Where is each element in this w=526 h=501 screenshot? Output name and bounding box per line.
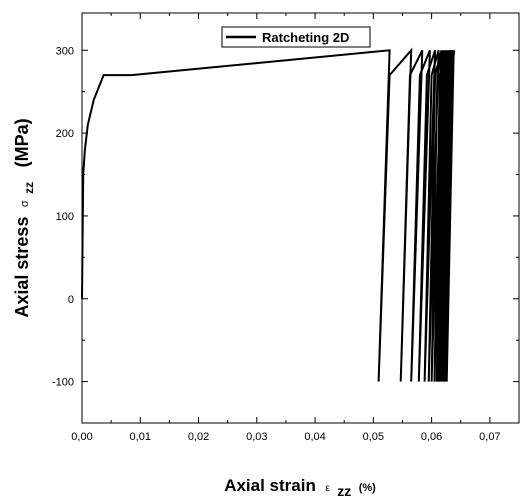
- y-tick-label: 200: [56, 128, 74, 140]
- x-axis-unit: (%): [359, 482, 376, 494]
- x-axis-title-main: Axial strain: [224, 476, 316, 495]
- x-axis-symbol: ε: [325, 483, 330, 494]
- x-ticks: 0,00 0,01 0,02 0,03 0,04 0,05 0,06 0,07: [71, 13, 501, 443]
- y-axis-unit: (MPa): [12, 118, 32, 167]
- x-tick-label: 0,07: [479, 431, 500, 443]
- x-tick-label: 0,02: [188, 431, 209, 443]
- x-tick-label: 0,03: [246, 431, 267, 443]
- series-layer: [81, 47, 456, 382]
- x-tick-label: 0,04: [304, 431, 325, 443]
- x-tick-label: 0,00: [71, 431, 92, 443]
- x-axis-title: Axial strain ε zz (%): [224, 476, 376, 500]
- x-tick-label: 0,01: [130, 431, 151, 443]
- y-tick-label: 100: [56, 211, 74, 223]
- x-tick-label: 0,06: [421, 431, 442, 443]
- y-axis-symbol: σ: [19, 200, 31, 207]
- x-axis-subscript: zz: [337, 483, 351, 499]
- x-tick-label: 0,05: [363, 431, 384, 443]
- y-axis-title: Axial stress σ zz (MPa): [12, 118, 37, 317]
- y-ticks: -100 0 100 200 300: [52, 45, 519, 424]
- legend-box: [221, 26, 371, 48]
- y-axis-title-main: Axial stress: [12, 217, 32, 318]
- legend: Ratcheting 2D: [221, 26, 371, 48]
- y-axis-subscript: zz: [22, 182, 36, 194]
- y-tick-label: 300: [56, 45, 74, 57]
- series-line-ratcheting-2d: [81, 47, 456, 382]
- y-tick-label: 0: [68, 294, 74, 306]
- legend-label: Ratcheting 2D: [262, 30, 349, 45]
- y-tick-label: -100: [52, 377, 74, 389]
